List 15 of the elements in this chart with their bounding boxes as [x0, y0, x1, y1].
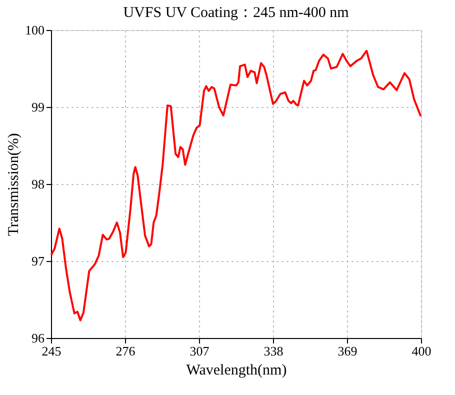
y-tick-label: 98 — [32, 176, 44, 192]
y-tick-label: 99 — [32, 100, 44, 114]
x-tick-label: 369 — [338, 344, 358, 358]
x-tick-label: 400 — [412, 344, 432, 358]
x-axis-title: Wavelength(nm) — [186, 362, 287, 378]
x-tick-label: 307 — [190, 344, 210, 358]
x-tick-label: 338 — [264, 344, 284, 358]
line-series — [50, 50, 422, 322]
x-tick-label: 276 — [116, 344, 136, 358]
y-tick-label: 96 — [32, 330, 45, 346]
y-axis-title: Transmission(%) — [6, 133, 22, 236]
x-tick-label: 245 — [42, 344, 62, 358]
y-tick-label: 97 — [32, 254, 45, 268]
chart-title: UVFS UV Coating：245 nm-400 nm — [123, 5, 350, 21]
y-tick-label: 100 — [25, 22, 44, 38]
